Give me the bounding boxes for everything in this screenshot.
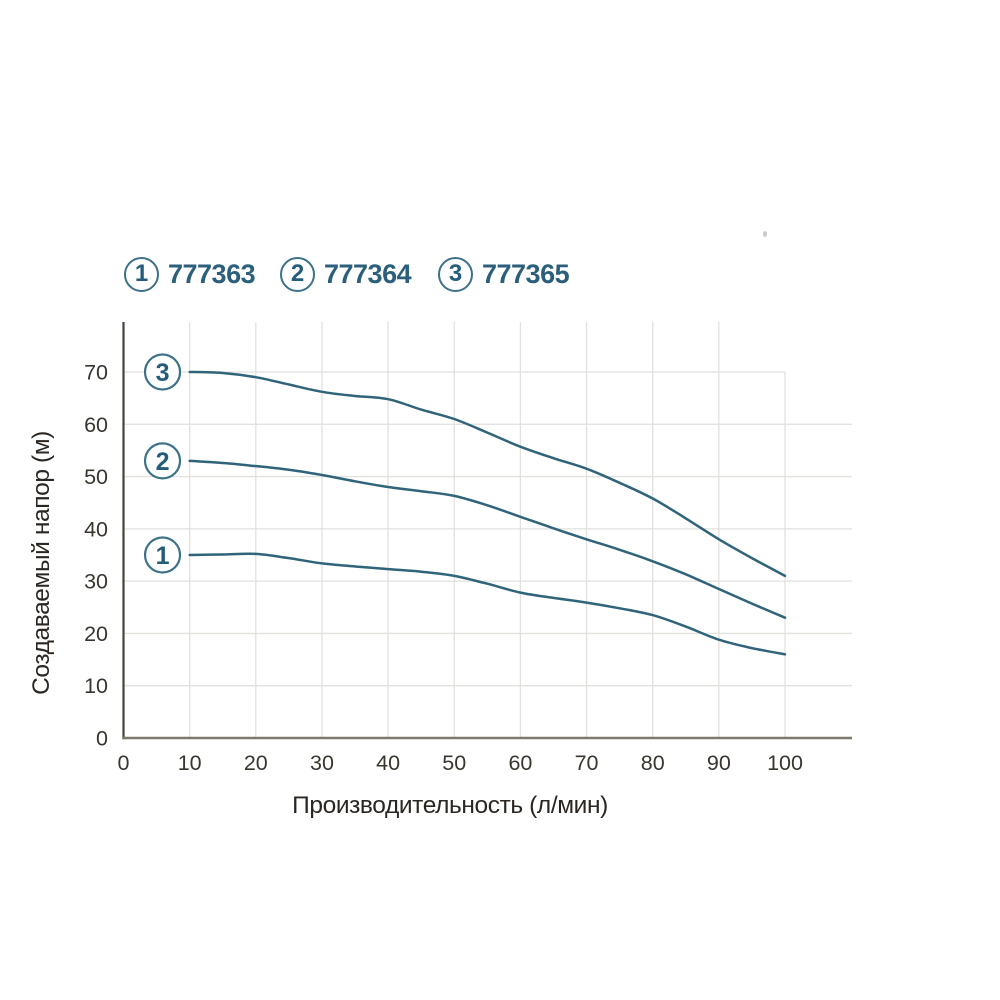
legend-item-777363: 1 777363 [124,256,256,292]
legend-item-777365: 3 777365 [438,256,570,292]
curve-markers: 1 2 3 [143,353,182,574]
legend-marker-1: 1 [124,256,159,292]
y-axis-title: Создаваемый напор (м) [28,431,55,695]
y-tick-20: 20 [84,622,108,646]
x-tick-80: 80 [641,751,665,775]
curve-777364 [188,459,787,619]
x-tick-90: 90 [707,751,731,775]
y-tick-40: 40 [84,517,108,541]
axes [122,322,852,740]
curve-777365 [188,370,787,578]
tick-labels: 0 10 20 30 40 50 60 70 0 10 20 30 40 50 60 70 80 90 100 [84,360,803,775]
x-tick-20: 20 [244,751,268,775]
x-tick-30: 30 [310,751,334,775]
x-tick-10: 10 [178,751,202,775]
x-axis-title: Производительность (л/мин) [292,792,608,819]
x-tick-0: 0 [118,751,130,775]
y-tick-30: 30 [84,570,108,594]
y-tick-50: 50 [84,465,108,489]
legend-code-777365: 777365 [482,258,570,289]
legend-code-777364: 777364 [324,258,412,289]
x-tick-60: 60 [508,751,532,775]
legend-item-777364: 2 777364 [280,256,412,292]
artifact-speck [763,231,767,237]
x-tick-50: 50 [442,751,466,775]
curve-marker-circle-1 [143,536,182,574]
legend-code-777363: 777363 [168,258,256,289]
curve-marker-num-1: 1 [156,542,170,570]
x-tick-70: 70 [575,751,599,775]
y-tick-70: 70 [84,360,108,384]
curve-marker-num-2: 2 [156,448,170,476]
x-tick-100: 100 [767,751,803,775]
curve-marker-circle-2 [143,442,182,480]
y-tick-0: 0 [96,727,108,751]
y-tick-10: 10 [84,674,108,698]
legend-marker-2: 2 [280,256,315,292]
y-tick-60: 60 [84,413,108,437]
curve-marker-circle-3 [143,353,182,391]
legend-marker-3: 3 [438,256,473,292]
curves [188,370,787,656]
x-tick-40: 40 [376,751,400,775]
curve-777363 [188,552,787,656]
grid [123,322,852,738]
curve-marker-num-3: 3 [156,359,170,387]
